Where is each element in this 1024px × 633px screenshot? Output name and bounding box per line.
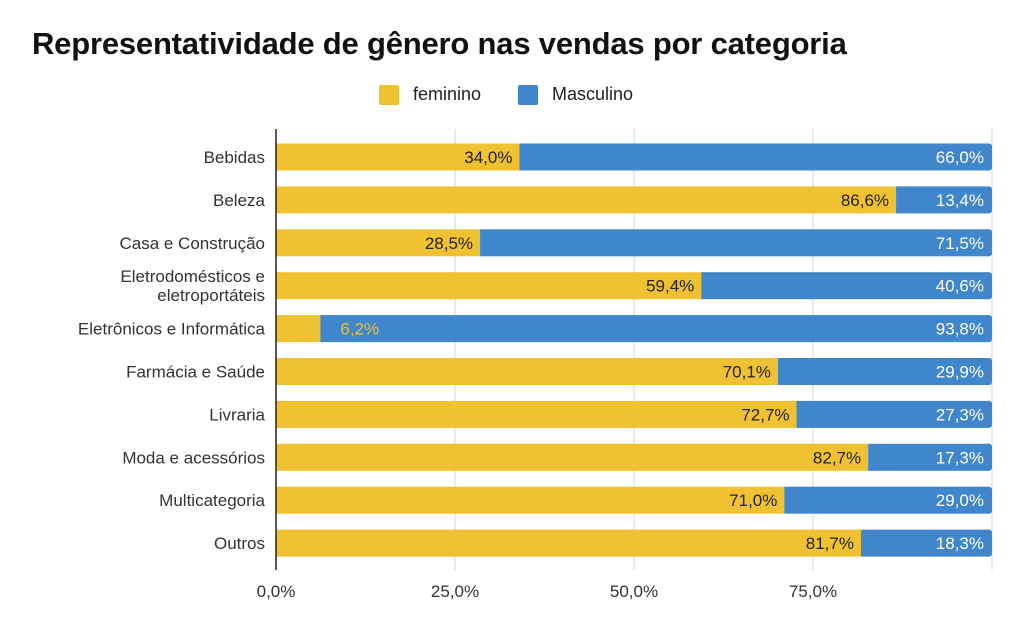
data-label-masculino: 13,4% [936,191,984,210]
data-label-masculino: 18,3% [936,534,984,553]
bar-masculino-end [984,358,992,385]
x-tick-label: 50,0% [610,582,658,601]
x-tick-label: 75,0% [789,582,837,601]
bar-masculino-group [320,315,992,343]
bar-masculino [480,229,989,257]
legend-swatch-masculino [518,84,538,105]
bar-masculino [784,486,989,514]
data-label-masculino: 93,8% [936,320,984,339]
data-label-feminino: 82,7% [813,448,861,467]
bar-masculino-end [984,272,992,300]
bar-masculino [777,358,989,385]
bar-masculino-group [796,400,992,428]
legend-label-feminino: feminino [413,84,482,104]
bar-masculino [519,143,989,171]
data-label-feminino: 28,5% [425,234,473,253]
bar-masculino-end [984,443,992,471]
bar-masculino-group [519,143,992,171]
bar-masculino-end [984,229,992,257]
bar-masculino-group [860,529,992,557]
y-category-label: Livraria [209,405,265,424]
data-label-masculino: 40,6% [936,277,984,296]
bar-feminino [276,358,778,385]
y-category-label: Beleza [213,191,266,210]
bar-masculino-group [701,272,992,300]
bar-masculino-group [868,443,992,471]
data-label-masculino: 66,0% [936,148,984,167]
y-category-label: Eletrônicos e Informática [78,320,266,339]
bar-feminino [276,529,861,557]
bar-feminino [276,400,797,428]
legend-item-feminino[interactable]: feminino [379,84,481,105]
bar-masculino-group [480,229,992,257]
bar-masculino [860,529,989,557]
bar-masculino [796,400,989,428]
y-category-label: Farmácia e Saúde [126,363,265,382]
bar-feminino [276,186,897,214]
data-label-masculino: 17,3% [936,448,984,467]
bar-masculino [896,186,989,214]
bar-masculino [320,315,990,343]
data-label-masculino: 29,0% [936,491,984,510]
data-label-masculino: 29,9% [936,363,984,382]
bar-feminino [276,229,481,257]
bar-masculino-group [784,486,992,514]
y-category-label: Eletrodomésticos e [120,267,265,286]
legend-item-masculino[interactable]: Masculino [518,84,633,105]
bar-masculino-end [984,400,992,428]
y-category-label: Multicategoria [159,491,265,510]
bar-feminino [276,143,520,171]
y-category-label: Bebidas [204,148,265,167]
bar-feminino [276,486,785,514]
y-category-label: eletroportáteis [157,286,265,305]
data-label-feminino: 86,6% [841,191,889,210]
data-label-feminino: 6,2% [340,320,379,339]
chart-legend: feminino Masculino [0,84,1024,112]
x-tick-label: 0,0% [257,582,296,601]
bar-masculino-end [984,186,992,214]
x-tick-label: 25,0% [431,582,479,601]
bar-masculino-group [777,358,992,385]
data-label-feminino: 81,7% [806,534,854,553]
y-category-label: Moda e acessórios [122,448,265,467]
y-category-label: Casa e Construção [119,234,265,253]
bar-masculino-end [984,143,992,171]
data-label-feminino: 70,1% [723,363,771,382]
bar-masculino [701,272,989,300]
chart-title: Representatividade de gênero nas vendas … [32,26,847,61]
data-label-masculino: 71,5% [936,234,984,253]
data-label-masculino: 27,3% [936,405,984,424]
bar-masculino-end [984,315,992,343]
bar-masculino-end [984,529,992,557]
y-category-label: Outros [214,534,265,553]
bar-feminino [276,315,321,343]
bar-masculino-group [896,186,992,214]
legend-swatch-feminino [379,84,399,105]
data-label-feminino: 34,0% [464,148,512,167]
legend-label-masculino: Masculino [552,84,634,104]
bar-masculino [868,443,989,471]
data-label-feminino: 71,0% [729,491,777,510]
data-label-feminino: 72,7% [741,405,789,424]
data-label-feminino: 59,4% [646,277,694,296]
bar-feminino [276,272,702,300]
bar-feminino [276,443,869,471]
bar-masculino-end [984,486,992,514]
